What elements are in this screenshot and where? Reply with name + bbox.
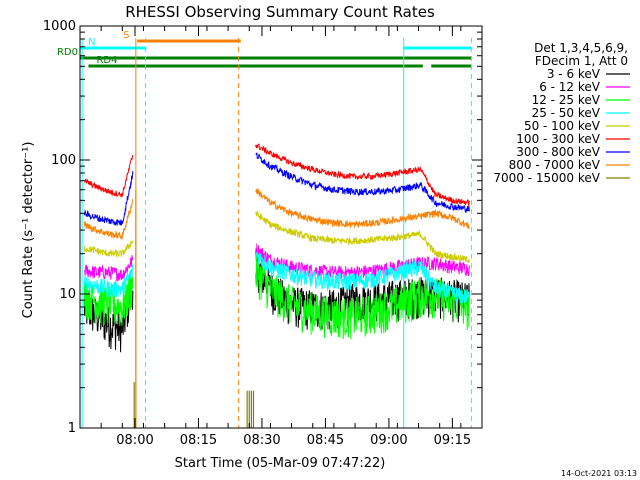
flag-label-n: N [88, 37, 95, 48]
series-line-4-seg2 [255, 210, 470, 264]
series-layer [83, 143, 470, 428]
flags-layer: S N RD0 RD4 [57, 30, 472, 68]
series-line-3-seg2 [255, 252, 470, 305]
legend-entry-4: 50 - 100 keV [524, 119, 601, 133]
series-line-4-seg1 [83, 240, 134, 258]
flag-label-s: S [123, 30, 129, 41]
flag-label-rd0: RD0 [57, 47, 78, 58]
series-line-3-seg1 [83, 264, 134, 298]
y-tick-label-0: 1 [68, 421, 76, 436]
series-line-1-seg2 [255, 243, 470, 280]
x-tick-label-1: 08:15 [180, 433, 217, 448]
y-tick-label-1: 10 [59, 287, 76, 302]
y-tick-label-2: 100 [51, 153, 76, 168]
series-line-7-seg2 [255, 188, 470, 229]
legend-entry-7: 800 - 7000 keV [509, 158, 601, 172]
legend-entry-5: 100 - 300 keV [516, 132, 600, 146]
x-axis: 08:00 08:15 08:30 08:45 09:00 09:15 [79, 26, 483, 448]
flag-label-rd4: RD4 [96, 55, 117, 66]
y-axis: 1 10 100 1000 [43, 19, 482, 436]
series-line-5-seg1 [84, 154, 134, 198]
y-axis-label: Count Rate (s⁻¹ detector⁻¹) [21, 142, 36, 319]
series-line-0-seg1 [83, 279, 134, 353]
legend-entry-3: 25 - 50 keV [532, 106, 601, 120]
x-axis-label: Start Time (05-Mar-09 07:47:22) [175, 456, 386, 471]
legend-entry-2: 12 - 25 keV [532, 93, 601, 107]
timestamp: 14-Oct-2021 03:13 [561, 469, 637, 478]
y-tick-label-3: 1000 [43, 19, 76, 34]
series-line-6-seg1 [83, 170, 134, 226]
x-tick-label-0: 08:00 [116, 433, 153, 448]
series-line-7-seg1 [83, 198, 134, 240]
series-line-2-seg2 [255, 253, 470, 340]
x-tick-label-3: 08:45 [307, 433, 344, 448]
x-tick-label-5: 09:15 [434, 433, 471, 448]
legend-entry-8: 7000 - 15000 keV [493, 171, 600, 185]
chart-title: RHESSI Observing Summary Count Rates [125, 3, 435, 21]
legend-header-1: FDecim 1, Att 0 [535, 54, 628, 68]
plot-frame [79, 25, 483, 429]
series-line-6-seg2 [255, 152, 470, 214]
legend-entry-1: 6 - 12 keV [539, 80, 601, 94]
legend: Det 1,3,4,5,6,9,FDecim 1, Att 03 - 6 keV… [493, 41, 630, 185]
series-line-5-seg2 [255, 143, 470, 206]
x-tick-label-4: 09:00 [370, 433, 407, 448]
x-tick-label-2: 08:30 [243, 433, 280, 448]
legend-header-0: Det 1,3,4,5,6,9, [534, 41, 628, 55]
legend-entry-6: 300 - 800 keV [516, 145, 600, 159]
legend-entry-0: 3 - 6 keV [547, 67, 601, 81]
series-line-1-seg1 [83, 255, 134, 282]
